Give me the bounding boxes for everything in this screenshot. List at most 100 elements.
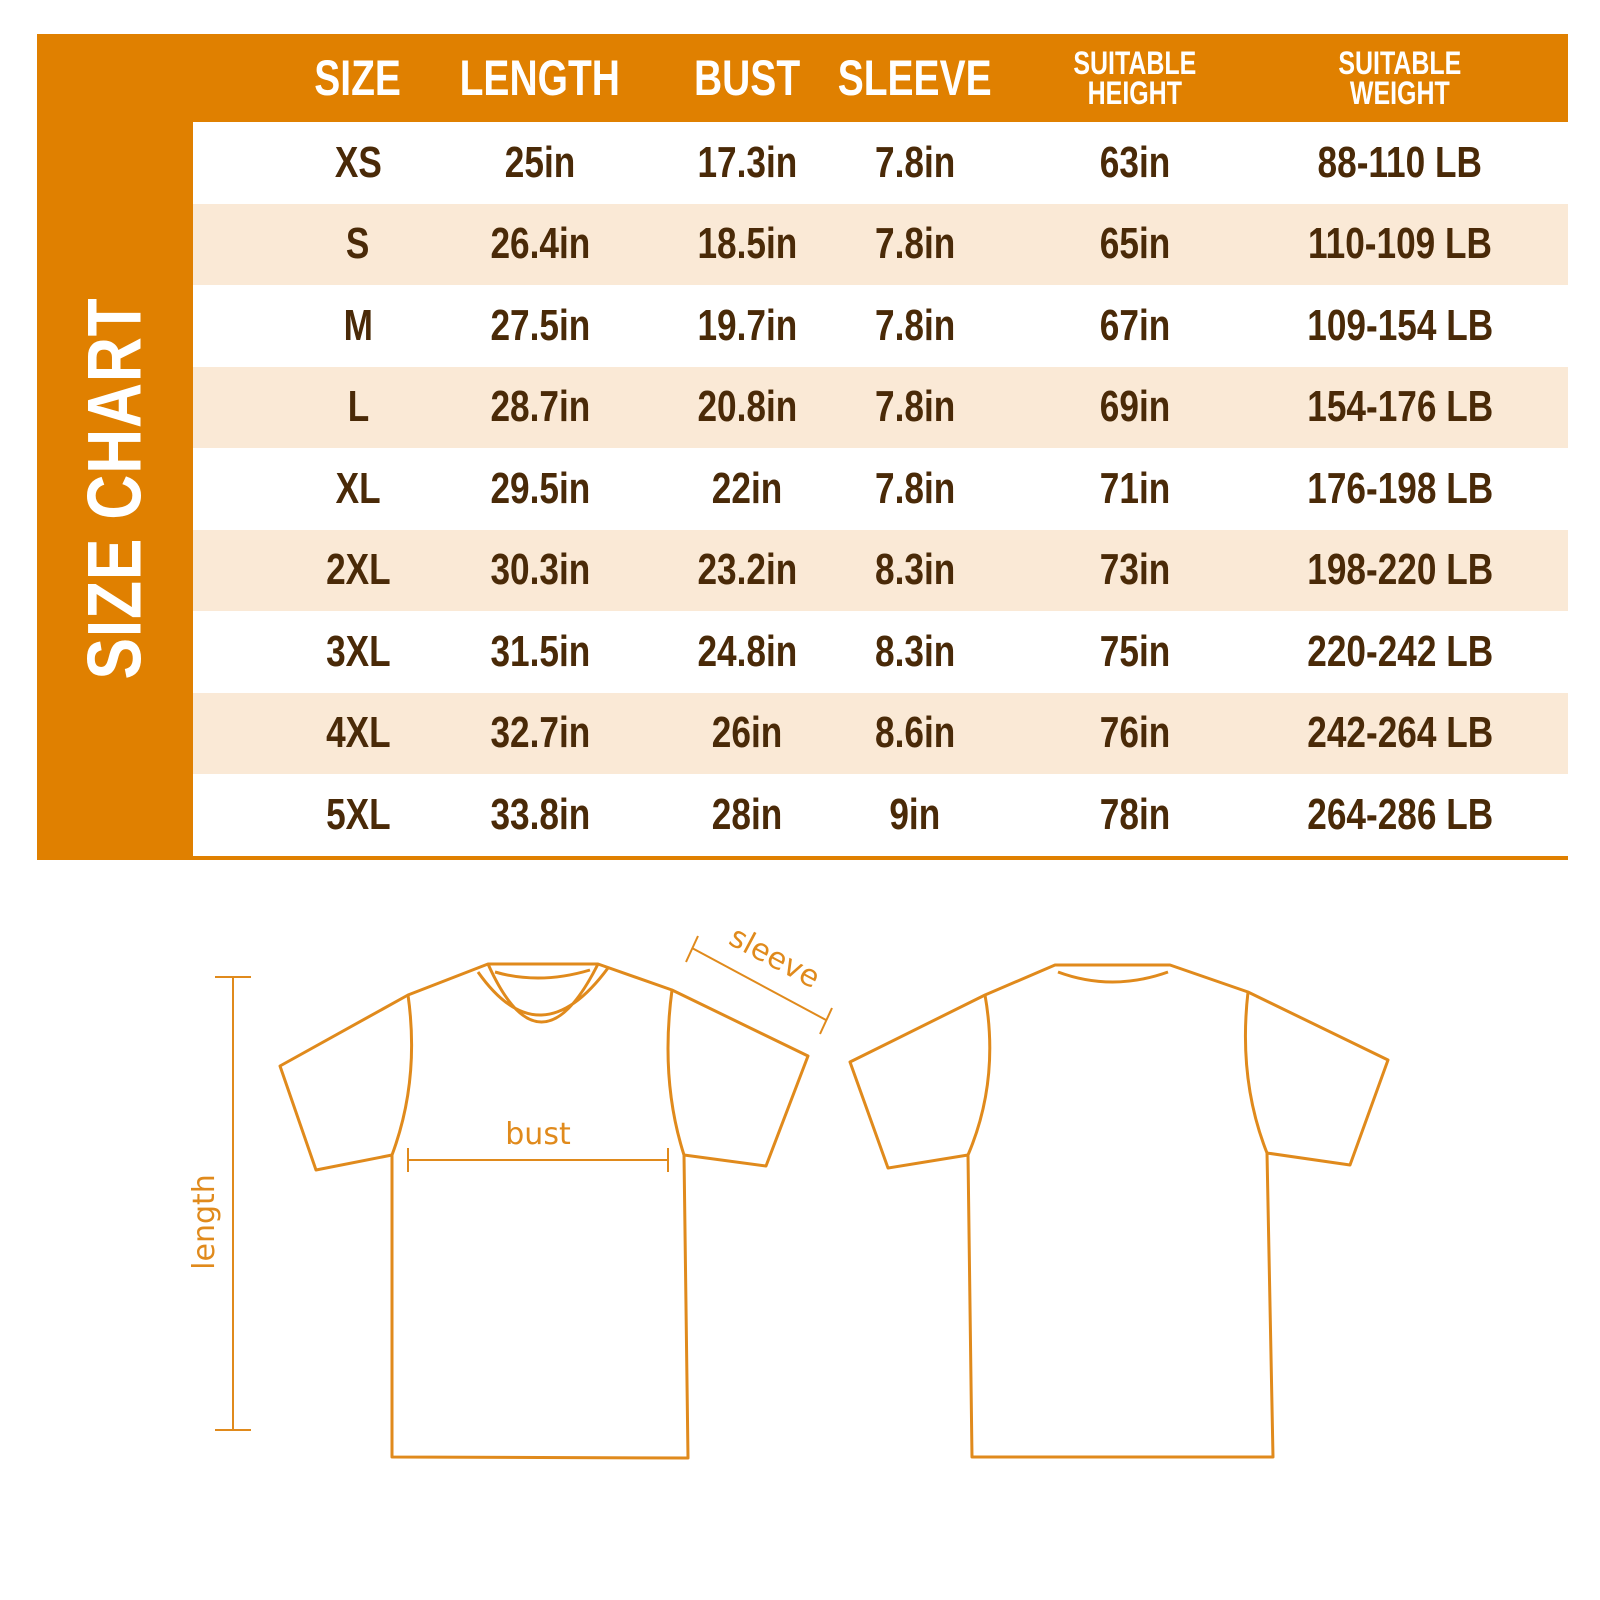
cell-value: 7.8in	[874, 463, 956, 513]
header-length: LENGTH	[440, 34, 640, 122]
cell-suitable-height: 73in	[1035, 530, 1235, 612]
cell-suitable-height: 63in	[1035, 122, 1235, 204]
cell-length: 28.7in	[440, 367, 640, 449]
cell-suitable-height: 65in	[1035, 204, 1235, 286]
cell-suitable-height: 69in	[1035, 367, 1235, 449]
cell-length: 30.3in	[440, 530, 640, 612]
cell-suitable-height: 75in	[1035, 611, 1235, 693]
cell-sleeve: 7.8in	[830, 367, 1000, 449]
cell-value: 20.8in	[697, 382, 797, 432]
cell-size: L	[283, 367, 433, 449]
header-label: SUITABLE WEIGHT	[1338, 45, 1462, 111]
cell-bust: 19.7in	[657, 285, 837, 367]
cell-value: 75in	[1099, 626, 1171, 676]
cell-suitable-weight: 154-176 LB	[1250, 367, 1550, 449]
cell-value: 28.7in	[490, 382, 590, 432]
cell-value: 67in	[1099, 300, 1171, 350]
length-label: length	[187, 1174, 222, 1270]
cell-value: 8.6in	[874, 708, 956, 758]
cell-suitable-weight: 220-242 LB	[1250, 611, 1550, 693]
cell-value: 71in	[1099, 463, 1171, 513]
cell-length: 29.5in	[440, 448, 640, 530]
cell-size: 5XL	[283, 774, 433, 856]
cell-length: 26.4in	[440, 204, 640, 286]
front-collar	[476, 963, 610, 1024]
header-bust: BUST	[657, 34, 837, 122]
table-row: 4XL 32.7in 26in 8.6in 76in 242-264 LB	[193, 692, 1568, 775]
cell-value: 9in	[889, 789, 941, 839]
cell-suitable-weight: 110-109 LB	[1250, 204, 1550, 286]
header-suitable-height: SUITABLE HEIGHT	[1035, 34, 1235, 122]
cell-suitable-height: 71in	[1035, 448, 1235, 530]
cell-value: 242-264 LB	[1307, 708, 1493, 758]
table-row: 5XL 33.8in 28in 9in 78in 264-286 LB	[193, 774, 1568, 856]
cell-suitable-weight: 109-154 LB	[1250, 285, 1550, 367]
cell-size: M	[283, 285, 433, 367]
cell-bust: 22in	[657, 448, 837, 530]
table-row: M 27.5in 19.7in 7.8in 67in 109-154 LB	[193, 285, 1568, 367]
cell-length: 33.8in	[440, 774, 640, 856]
back-armhole-left	[966, 994, 992, 1156]
header-size: SIZE	[283, 34, 433, 122]
cell-value: 23.2in	[697, 545, 797, 595]
cell-value: 29.5in	[490, 463, 590, 513]
table-row: XS 25in 17.3in 7.8in 63in 88-110 LB	[193, 122, 1568, 204]
table-row: L 28.7in 20.8in 7.8in 69in 154-176 LB	[193, 366, 1568, 449]
cell-sleeve: 8.3in	[830, 530, 1000, 612]
cell-bust: 23.2in	[657, 530, 837, 612]
cell-value: 176-198 LB	[1307, 463, 1493, 513]
cell-value: 31.5in	[490, 626, 590, 676]
cell-sleeve: 9in	[830, 774, 1000, 856]
cell-value: 4XL	[325, 708, 391, 758]
cell-value: L	[347, 382, 369, 432]
cell-value: 28in	[711, 789, 783, 839]
cell-value: 198-220 LB	[1307, 545, 1493, 595]
table-row: 2XL 30.3in 23.2in 8.3in 73in 198-220 LB	[193, 529, 1568, 612]
cell-value: 109-154 LB	[1307, 300, 1493, 350]
cell-value: 220-242 LB	[1307, 626, 1493, 676]
cell-length: 32.7in	[440, 693, 640, 775]
cell-size: XS	[283, 122, 433, 204]
cell-bust: 24.8in	[657, 611, 837, 693]
cell-value: 63in	[1099, 137, 1171, 187]
cell-value: 32.7in	[490, 708, 590, 758]
cell-value: 65in	[1099, 219, 1171, 269]
table-row: XL 29.5in 22in 7.8in 71in 176-198 LB	[193, 448, 1568, 530]
cell-value: S	[346, 219, 370, 269]
cell-sleeve: 8.6in	[830, 693, 1000, 775]
cell-sleeve: 7.8in	[830, 122, 1000, 204]
cell-value: 27.5in	[490, 300, 590, 350]
cell-sleeve: 8.3in	[830, 611, 1000, 693]
cell-value: M	[343, 300, 373, 350]
header-suitable-weight: SUITABLE WEIGHT	[1250, 34, 1550, 122]
cell-length: 31.5in	[440, 611, 640, 693]
cell-value: XL	[335, 463, 381, 513]
cell-suitable-weight: 88-110 LB	[1250, 122, 1550, 204]
cell-value: 26.4in	[490, 219, 590, 269]
header-label: LENGTH	[459, 50, 621, 106]
back-tshirt-outline	[848, 963, 1390, 1459]
header-sleeve: SLEEVE	[830, 34, 1000, 122]
header-label: BUST	[693, 50, 801, 106]
cell-value: 69in	[1099, 382, 1171, 432]
bust-label: bust	[505, 1117, 571, 1152]
cell-size: 4XL	[283, 693, 433, 775]
cell-suitable-height: 67in	[1035, 285, 1235, 367]
cell-size: S	[283, 204, 433, 286]
cell-bust: 26in	[657, 693, 837, 775]
cell-value: 76in	[1099, 708, 1171, 758]
cell-value: 19.7in	[697, 300, 797, 350]
cell-value: 24.8in	[697, 626, 797, 676]
cell-value: 154-176 LB	[1307, 382, 1493, 432]
sleeve-label: sleeve	[723, 919, 825, 995]
cell-value: 73in	[1099, 545, 1171, 595]
cell-value: 8.3in	[874, 626, 956, 676]
front-armhole-left	[390, 994, 414, 1156]
cell-suitable-weight: 176-198 LB	[1250, 448, 1550, 530]
cell-value: 33.8in	[490, 789, 590, 839]
cell-value: 25in	[504, 137, 576, 187]
cell-bust: 20.8in	[657, 367, 837, 449]
cell-size: 2XL	[283, 530, 433, 612]
cell-value: 22in	[711, 463, 783, 513]
